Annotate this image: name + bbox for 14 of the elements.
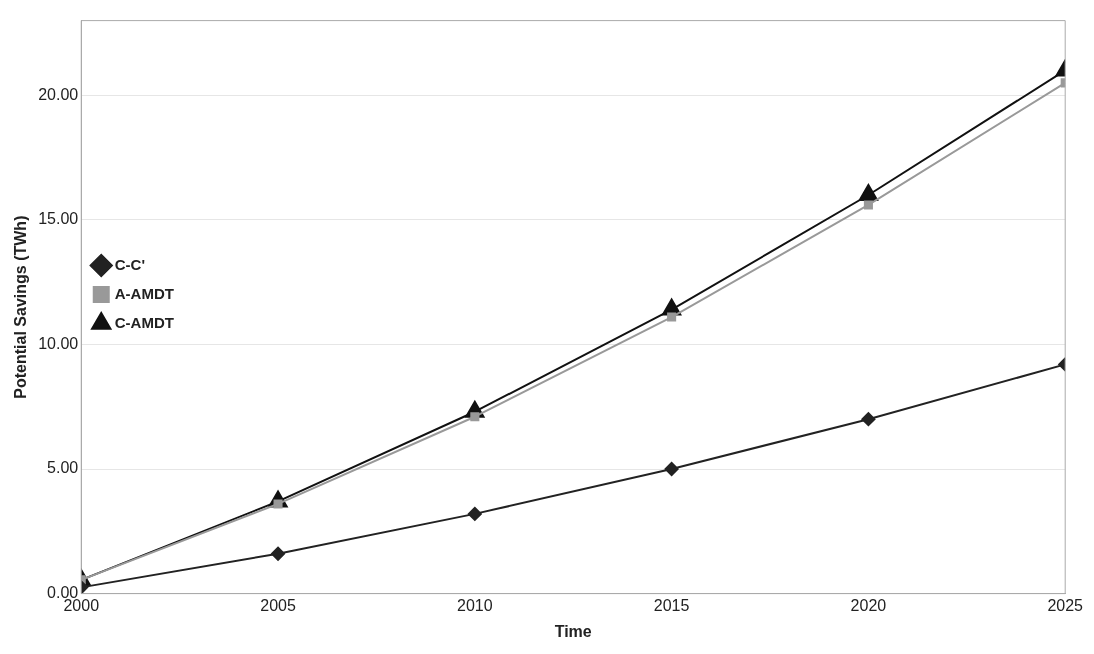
y-tick-label: 15.00 bbox=[38, 210, 79, 228]
legend-label: C-AMDT bbox=[114, 313, 174, 331]
x-tick-label: 2010 bbox=[457, 596, 493, 614]
x-tick-label: 2025 bbox=[1047, 596, 1084, 614]
x-tick-label: 2020 bbox=[850, 596, 887, 614]
legend-label: C-C' bbox=[114, 255, 145, 273]
y-axis-title: Potential Savings (TWh) bbox=[12, 215, 30, 399]
y-tick-label: 20.00 bbox=[38, 85, 79, 103]
y-tick-label: 5.00 bbox=[47, 459, 79, 477]
y-tick-label: 10.00 bbox=[38, 334, 79, 352]
legend-label: A-AMDT bbox=[114, 284, 174, 302]
x-axis-title: Time bbox=[554, 622, 592, 640]
x-tick-label: 2015 bbox=[653, 596, 690, 614]
x-tick-label: 2005 bbox=[260, 596, 296, 614]
